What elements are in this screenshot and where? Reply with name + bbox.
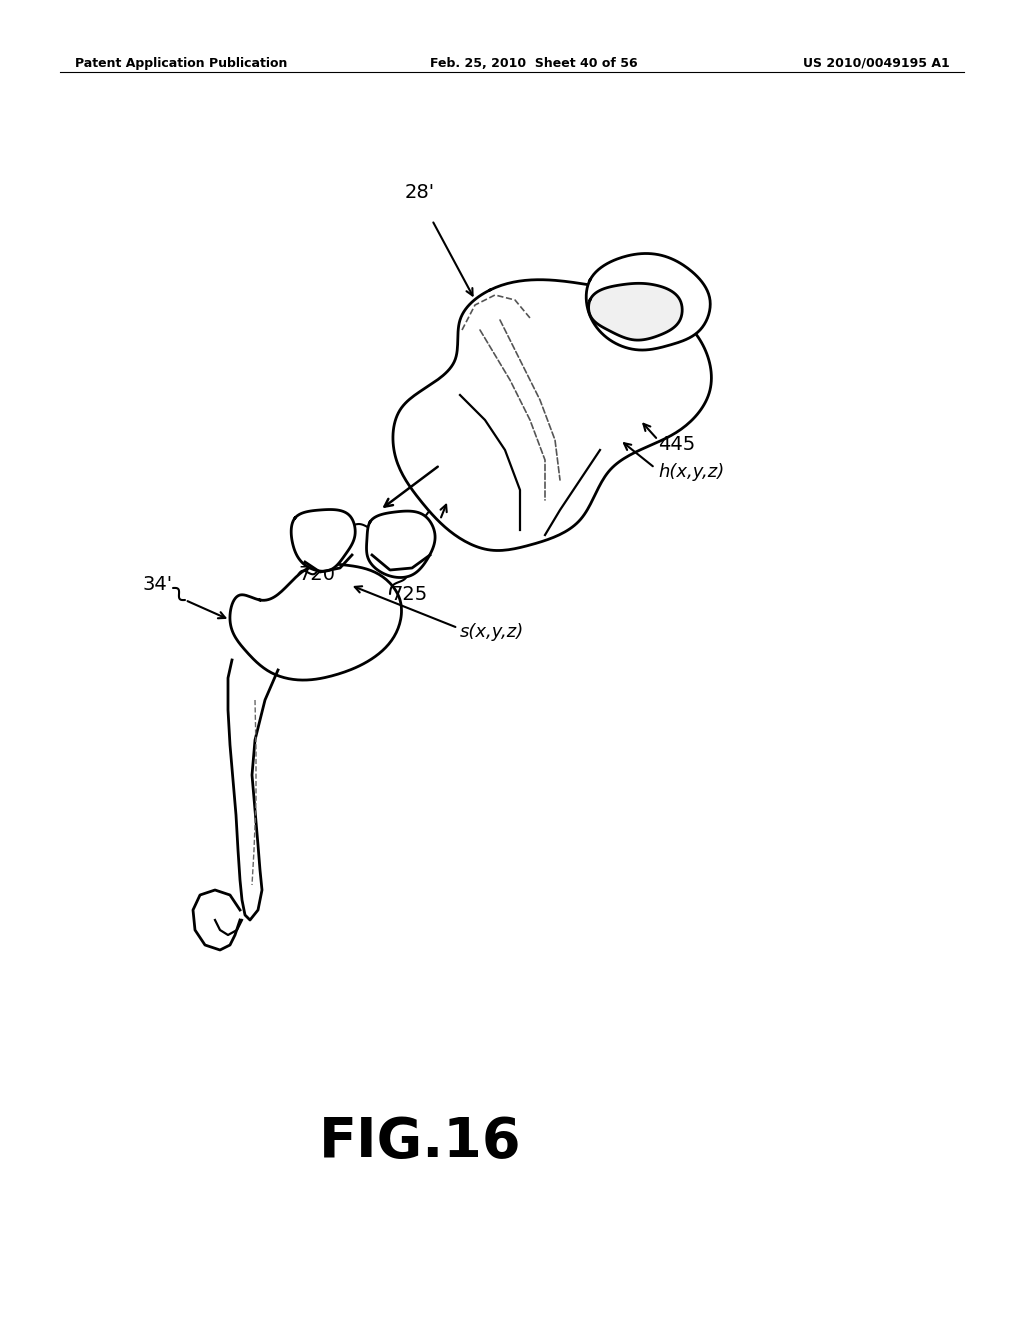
Text: 34': 34' [143, 576, 173, 594]
Text: Patent Application Publication: Patent Application Publication [75, 57, 288, 70]
Polygon shape [586, 253, 711, 350]
Text: 725: 725 [390, 585, 427, 603]
Text: 430: 430 [305, 517, 342, 536]
Text: FIG.16: FIG.16 [318, 1115, 521, 1170]
Polygon shape [291, 510, 355, 572]
Text: US 2010/0049195 A1: US 2010/0049195 A1 [803, 57, 950, 70]
Polygon shape [367, 511, 435, 578]
Text: h(x,y,z): h(x,y,z) [658, 463, 724, 480]
Text: 445: 445 [658, 436, 695, 454]
Polygon shape [393, 280, 712, 550]
Text: Feb. 25, 2010  Sheet 40 of 56: Feb. 25, 2010 Sheet 40 of 56 [430, 57, 638, 70]
Polygon shape [589, 284, 682, 341]
Text: 720: 720 [298, 565, 335, 585]
Polygon shape [230, 564, 401, 680]
Text: 28': 28' [404, 183, 435, 202]
Text: s(x,y,z): s(x,y,z) [460, 623, 524, 642]
